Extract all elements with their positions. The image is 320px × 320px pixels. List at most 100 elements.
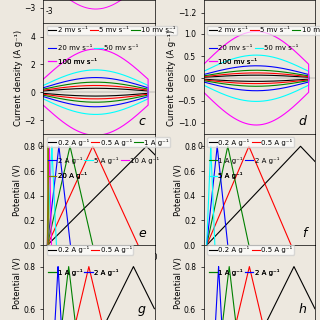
2 mv s⁻¹ [254, 79, 258, 83]
10 mv s⁻¹ [117, 99, 121, 102]
2 A g⁻¹ [57, 144, 61, 148]
50 mv s⁻¹ [254, 100, 258, 103]
10 mv s⁻¹ [252, 84, 256, 88]
Line: 5 mv s⁻¹: 5 mv s⁻¹ [43, 85, 148, 99]
Line: 2 A g⁻¹: 2 A g⁻¹ [47, 146, 70, 245]
2 mv s⁻¹ [252, 79, 256, 83]
10 A g⁻¹ [50, 243, 53, 247]
0.2 A g⁻¹ [190, 190, 194, 194]
100 mv s⁻¹ [117, 126, 121, 130]
Line: 2 A g⁻¹: 2 A g⁻¹ [207, 146, 228, 245]
X-axis label: Potential (V): Potential (V) [234, 152, 285, 161]
0.2 A g⁻¹ [279, 165, 283, 169]
0.2 A g⁻¹ [108, 312, 112, 316]
100 mv s⁻¹ [92, 133, 95, 137]
10 mv s⁻¹ [254, 68, 258, 72]
20 mv s⁻¹ [129, 100, 133, 103]
Line: 20 mv s⁻¹: 20 mv s⁻¹ [204, 66, 309, 91]
100 mv s⁻¹ [252, 123, 256, 127]
0.2 A g⁻¹ [152, 307, 156, 311]
Line: 2 A g⁻¹: 2 A g⁻¹ [49, 267, 68, 320]
5 A g⁻¹ [211, 190, 215, 194]
5 mv s⁻¹ [202, 75, 206, 79]
0.2 A g⁻¹ [313, 307, 317, 311]
2 A g⁻¹ [68, 243, 72, 247]
0.5 A g⁻¹ [215, 220, 219, 223]
Legend: 100 mv s⁻¹: 100 mv s⁻¹ [207, 57, 259, 66]
10 mv s⁻¹ [230, 83, 234, 87]
20 mv s⁻¹ [92, 105, 95, 109]
20 mv s⁻¹ [254, 89, 258, 93]
0.2 A g⁻¹ [292, 265, 296, 268]
5 A g⁻¹ [208, 165, 212, 169]
100 mv s⁻¹ [41, 77, 45, 81]
Line: 100 mv s⁻¹: 100 mv s⁻¹ [204, 31, 309, 125]
5 mv s⁻¹ [117, 96, 121, 100]
X-axis label: Potential (V): Potential (V) [73, 152, 125, 161]
100 mv s⁻¹ [215, 50, 219, 54]
2 mv s⁻¹ [215, 75, 219, 78]
Line: 100 mv s⁻¹: 100 mv s⁻¹ [43, 49, 148, 135]
1 A g⁻¹ [205, 243, 209, 247]
0.5 A g⁻¹ [98, 309, 101, 313]
5 mv s⁻¹ [129, 94, 133, 98]
Line: 0.2 A g⁻¹: 0.2 A g⁻¹ [47, 146, 245, 245]
2 mv s⁻¹ [278, 79, 282, 83]
20 mv s⁻¹ [124, 101, 127, 105]
100 mv s⁻¹ [254, 29, 258, 33]
X-axis label: Time (s): Time (s) [243, 263, 276, 272]
2 A g⁻¹ [48, 220, 52, 223]
2 mv s⁻¹ [94, 86, 98, 90]
Text: f: f [302, 227, 306, 240]
20 A g⁻¹ [46, 144, 50, 148]
Legend: 1 A g⁻¹, 2 A g⁻¹: 1 A g⁻¹, 2 A g⁻¹ [47, 268, 120, 277]
5 mv s⁻¹ [124, 95, 127, 99]
10 mv s⁻¹ [278, 83, 282, 87]
Line: 50 mv s⁻¹: 50 mv s⁻¹ [204, 55, 309, 101]
0.5 A g⁻¹ [232, 179, 236, 182]
Text: d: d [299, 115, 306, 128]
Legend: 1 A g⁻¹, 2 A g⁻¹: 1 A g⁻¹, 2 A g⁻¹ [207, 268, 281, 277]
Line: 5 mv s⁻¹: 5 mv s⁻¹ [204, 73, 309, 84]
1 A g⁻¹ [221, 165, 225, 169]
50 mv s⁻¹ [70, 109, 74, 113]
50 mv s⁻¹ [129, 105, 133, 108]
Text: -3: -3 [45, 7, 53, 16]
0.2 A g⁻¹ [69, 220, 73, 223]
100 mv s⁻¹ [290, 106, 293, 110]
Y-axis label: Potential (V): Potential (V) [13, 257, 22, 308]
0.5 A g⁻¹ [56, 220, 60, 223]
2 A g⁻¹ [62, 190, 66, 194]
20 A g⁻¹ [46, 165, 50, 169]
10 mv s⁻¹ [92, 100, 95, 104]
Line: 20 A g⁻¹: 20 A g⁻¹ [47, 146, 49, 245]
20 mv s⁻¹ [254, 64, 258, 68]
1 A g⁻¹ [219, 179, 222, 182]
Text: g: g [138, 303, 146, 316]
100 mv s⁻¹ [94, 133, 98, 137]
10 mv s⁻¹ [129, 97, 133, 100]
2 A g⁻¹ [45, 243, 49, 247]
10 mv s⁻¹ [94, 100, 98, 104]
0.2 A g⁻¹ [110, 179, 114, 182]
2 mv s⁻¹ [284, 79, 288, 83]
10 mv s⁻¹ [124, 98, 127, 101]
2 A g⁻¹ [205, 243, 209, 247]
2 mv s⁻¹ [230, 79, 234, 83]
Line: 10 mv s⁻¹: 10 mv s⁻¹ [204, 70, 309, 86]
0.2 A g⁻¹ [124, 165, 128, 169]
Legend: 20 A g⁻¹: 20 A g⁻¹ [47, 171, 88, 180]
5 A g⁻¹ [52, 190, 56, 194]
1 A g⁻¹ [60, 179, 64, 182]
20 A g⁻¹ [46, 220, 50, 223]
Line: 2 mv s⁻¹: 2 mv s⁻¹ [43, 88, 148, 96]
1 A g⁻¹ [233, 309, 236, 313]
Y-axis label: Current density (A g⁻¹): Current density (A g⁻¹) [14, 30, 23, 126]
10 mv s⁻¹ [284, 82, 288, 86]
5 mv s⁻¹ [290, 80, 293, 84]
2 A g⁻¹ [207, 220, 211, 223]
0.5 A g⁻¹ [111, 188, 115, 192]
5 mv s⁻¹ [230, 81, 234, 84]
Line: 1 A g⁻¹: 1 A g⁻¹ [207, 146, 249, 245]
5 mv s⁻¹ [92, 97, 95, 101]
